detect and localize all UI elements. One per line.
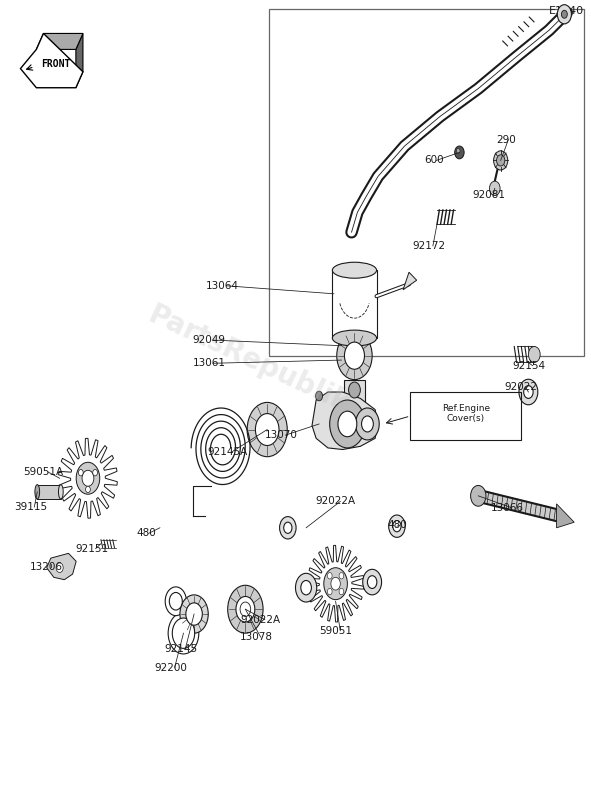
Circle shape — [247, 402, 287, 457]
Circle shape — [493, 151, 508, 170]
Circle shape — [296, 574, 317, 602]
Ellipse shape — [35, 485, 40, 499]
Circle shape — [524, 386, 533, 398]
Text: 92200: 92200 — [154, 662, 187, 673]
Circle shape — [363, 570, 382, 595]
Circle shape — [93, 470, 98, 476]
Text: 92022: 92022 — [505, 382, 538, 392]
Circle shape — [496, 155, 505, 166]
Polygon shape — [21, 34, 83, 88]
Circle shape — [79, 470, 83, 476]
Text: FRONT: FRONT — [41, 58, 70, 69]
Text: 59051A: 59051A — [23, 467, 63, 477]
Circle shape — [454, 146, 464, 159]
Circle shape — [528, 346, 540, 362]
Circle shape — [338, 411, 357, 437]
Bar — [37, 485, 61, 499]
Text: 92145: 92145 — [165, 644, 198, 654]
Circle shape — [393, 521, 401, 532]
Bar — [344, 380, 365, 403]
Circle shape — [284, 522, 292, 534]
Text: 92154: 92154 — [512, 361, 545, 370]
Circle shape — [339, 573, 344, 579]
Circle shape — [180, 595, 208, 633]
Circle shape — [301, 581, 311, 595]
Text: 290: 290 — [496, 134, 516, 145]
Circle shape — [168, 613, 199, 654]
Ellipse shape — [59, 485, 63, 499]
Text: 92151: 92151 — [75, 543, 108, 554]
Ellipse shape — [332, 262, 376, 278]
Ellipse shape — [332, 330, 376, 346]
Bar — [411, 392, 521, 440]
Polygon shape — [47, 554, 76, 580]
Polygon shape — [312, 392, 378, 450]
Circle shape — [561, 10, 567, 18]
Circle shape — [330, 400, 365, 448]
Text: E1340: E1340 — [549, 6, 584, 16]
Text: PartsRepublik: PartsRepublik — [143, 301, 353, 419]
Circle shape — [470, 486, 486, 506]
Circle shape — [165, 587, 186, 616]
Text: 92022A: 92022A — [316, 497, 356, 506]
Circle shape — [389, 515, 405, 538]
Circle shape — [255, 414, 279, 446]
Circle shape — [339, 588, 344, 594]
Circle shape — [519, 379, 538, 405]
Text: 13070: 13070 — [265, 430, 298, 440]
Bar — [269, 9, 584, 356]
Circle shape — [316, 391, 323, 401]
Polygon shape — [59, 438, 118, 518]
Text: 92172: 92172 — [413, 241, 446, 251]
Polygon shape — [76, 34, 83, 88]
Circle shape — [186, 603, 202, 626]
Circle shape — [356, 408, 379, 440]
Circle shape — [557, 5, 571, 24]
Circle shape — [76, 462, 100, 494]
Circle shape — [327, 588, 332, 594]
Text: 92081: 92081 — [472, 190, 505, 200]
Text: 13061: 13061 — [192, 358, 225, 368]
Circle shape — [324, 568, 348, 600]
Circle shape — [327, 573, 332, 579]
Text: 13078: 13078 — [240, 632, 273, 642]
Circle shape — [236, 597, 255, 622]
Bar — [332, 270, 376, 338]
Circle shape — [456, 149, 460, 154]
Circle shape — [368, 576, 377, 589]
Circle shape — [240, 602, 251, 617]
Polygon shape — [403, 272, 417, 290]
Text: 480: 480 — [388, 520, 407, 530]
Text: 39115: 39115 — [14, 502, 47, 512]
Circle shape — [228, 586, 263, 633]
Text: 13066: 13066 — [491, 503, 524, 513]
Text: 92049: 92049 — [192, 335, 225, 345]
Circle shape — [337, 332, 372, 380]
Text: 480: 480 — [137, 528, 156, 538]
Polygon shape — [557, 504, 574, 528]
Circle shape — [345, 342, 365, 370]
Text: 92022A: 92022A — [240, 614, 280, 625]
Text: 600: 600 — [424, 155, 444, 166]
Circle shape — [82, 470, 94, 486]
Circle shape — [86, 486, 90, 493]
Circle shape — [362, 416, 374, 432]
Polygon shape — [37, 34, 83, 50]
Polygon shape — [307, 546, 364, 622]
Text: 13064: 13064 — [206, 281, 239, 290]
Circle shape — [349, 382, 361, 398]
Circle shape — [170, 593, 182, 610]
Text: 13206: 13206 — [30, 562, 63, 572]
Circle shape — [172, 618, 194, 648]
Text: Ref.Engine
Cover(s): Ref.Engine Cover(s) — [442, 404, 490, 423]
Circle shape — [331, 578, 340, 590]
Text: 59051: 59051 — [320, 626, 353, 636]
Circle shape — [489, 181, 500, 195]
Circle shape — [56, 563, 63, 573]
Circle shape — [280, 517, 296, 539]
Text: 92145A: 92145A — [207, 447, 247, 457]
